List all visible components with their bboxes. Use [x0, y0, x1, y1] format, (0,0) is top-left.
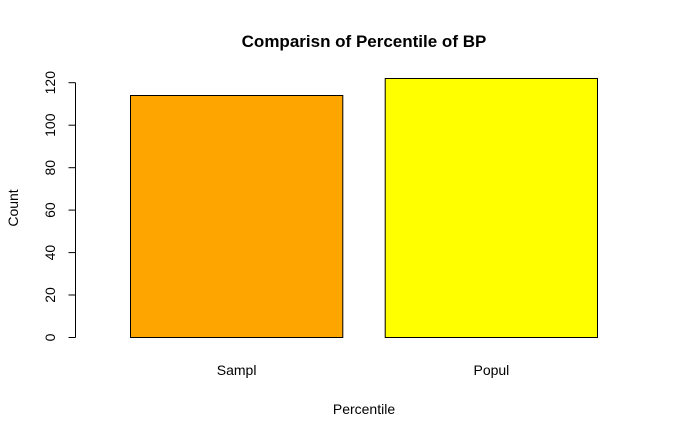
y-tick-label: 60 [42, 202, 58, 218]
x-tick-label: Sampl [217, 362, 257, 378]
bar-popul [384, 78, 599, 338]
chart-title: Comparisn of Percentile of BP [242, 32, 487, 51]
y-axis: 0 20 40 60 80 100 120 [42, 71, 76, 341]
y-tick-label: 40 [42, 245, 58, 261]
y-tick-label: 100 [42, 113, 58, 137]
y-tick-label: 80 [42, 160, 58, 176]
y-tick-label: 0 [42, 333, 58, 341]
bar-sampl [130, 95, 344, 338]
x-axis-label: Percentile [333, 401, 395, 417]
x-tick-label: Popul [473, 362, 509, 378]
bars-layer [130, 78, 599, 338]
y-axis-label: Count [5, 189, 21, 226]
x-axis-tick-labels: Sampl Popul [217, 362, 510, 378]
y-tick-label: 20 [42, 287, 58, 303]
y-tick-label: 120 [42, 71, 58, 95]
